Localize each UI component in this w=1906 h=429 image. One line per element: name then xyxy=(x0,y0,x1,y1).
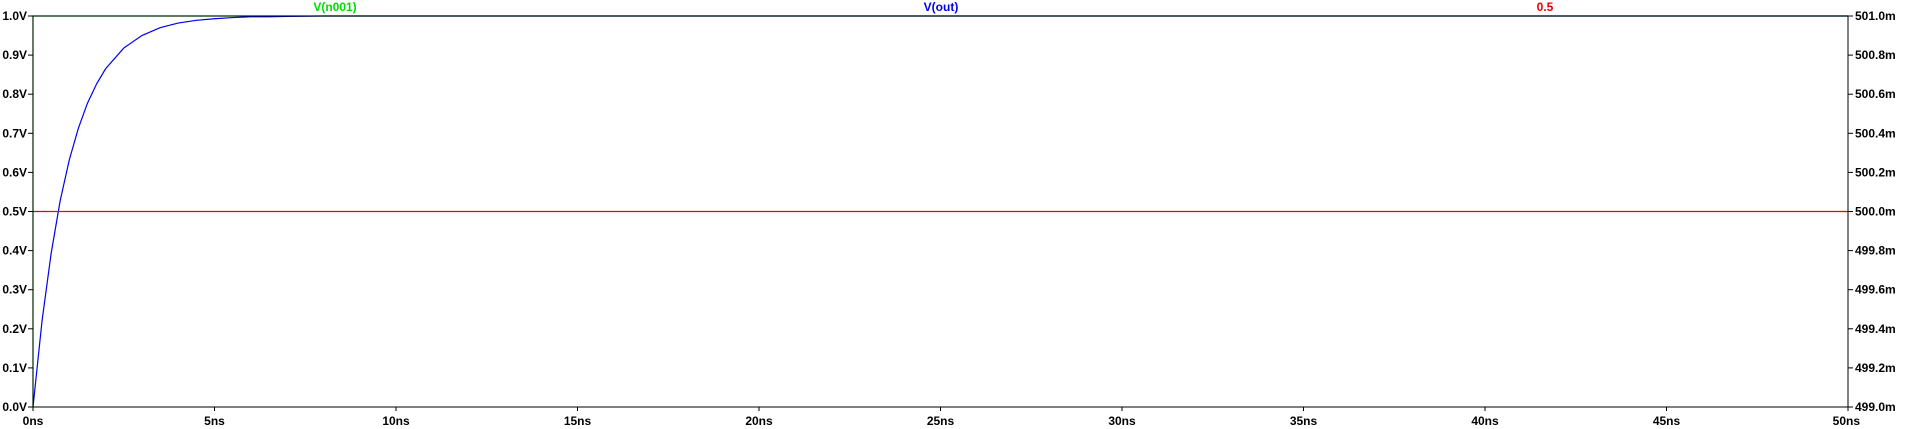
y-left-tick-label-7: 0.7V xyxy=(2,126,27,140)
x-tick-label-0: 0ns xyxy=(23,414,44,428)
y-left-tick-label-10: 1.0V xyxy=(2,9,27,23)
y-right-tick-label-8: 500.6m xyxy=(1855,87,1896,101)
y-left-tick-label-2: 0.2V xyxy=(2,322,27,336)
legend-label-0: V(n001) xyxy=(313,0,356,14)
y-left-tick-label-1: 0.1V xyxy=(2,361,27,375)
x-tick-label-8: 40ns xyxy=(1471,414,1499,428)
y-left-tick-label-4: 0.4V xyxy=(2,244,27,258)
x-tick-label-9: 45ns xyxy=(1653,414,1681,428)
x-tick-label-10: 50ns xyxy=(1833,414,1861,428)
legend-label-1: V(out) xyxy=(924,0,959,14)
series-layer xyxy=(32,15,1848,408)
legend-layer: V(n001) V(out) 0.5 xyxy=(313,0,1553,14)
y-right-tick-label-2: 499.4m xyxy=(1855,322,1896,336)
y-right-tick-label-5: 500.0m xyxy=(1855,205,1896,219)
x-tick-label-5: 25ns xyxy=(927,414,955,428)
y-right-tick-label-7: 500.4m xyxy=(1855,126,1896,140)
y-left-tick-label-6: 0.6V xyxy=(2,165,27,179)
x-tick-label-2: 10ns xyxy=(382,414,410,428)
y-left-tick-label-9: 0.9V xyxy=(2,48,27,62)
y-left-tick-label-8: 0.8V xyxy=(2,87,27,101)
x-tick-label-4: 20ns xyxy=(745,414,773,428)
y-right-tick-label-1: 499.2m xyxy=(1855,361,1896,375)
x-tick-label-6: 30ns xyxy=(1108,414,1136,428)
y-right-tick-label-0: 499.0m xyxy=(1855,400,1896,414)
x-tick-label-7: 35ns xyxy=(1290,414,1318,428)
x-tick-label-3: 15ns xyxy=(564,414,592,428)
y-right-tick-label-6: 500.2m xyxy=(1855,165,1896,179)
y-right-tick-label-3: 499.6m xyxy=(1855,283,1896,297)
y-right-tick-label-4: 499.8m xyxy=(1855,244,1896,258)
axes-layer: 0ns 5ns 10ns 15ns 20ns 25ns 30ns 35ns 40ns 45ns 50… xyxy=(2,9,1895,428)
y-right-tick-label-10: 501.0m xyxy=(1855,9,1896,23)
x-tick-label-1: 5ns xyxy=(204,414,225,428)
y-right-tick-label-9: 500.8m xyxy=(1855,48,1896,62)
legend-label-2: 0.5 xyxy=(1537,0,1554,14)
y-left-tick-label-5: 0.5V xyxy=(2,205,27,219)
y-left-tick-label-0: 0.0V xyxy=(2,400,27,414)
y-left-tick-label-3: 0.3V xyxy=(2,283,27,297)
